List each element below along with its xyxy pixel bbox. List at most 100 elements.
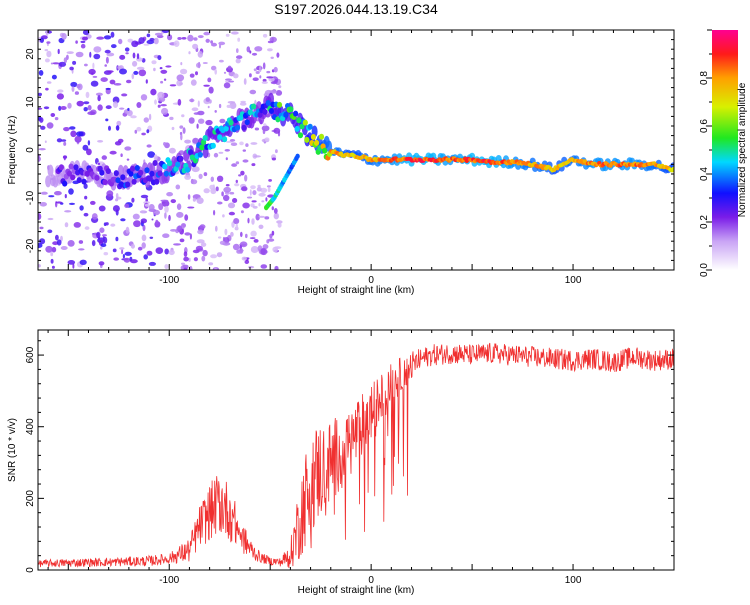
heatmap-noise-blob	[216, 252, 223, 258]
heatmap-ridge-cell	[147, 175, 153, 182]
heatmap-noise-blob	[38, 107, 43, 110]
heatmap-noise-blob	[239, 247, 244, 254]
heatmap-noise-blob	[214, 267, 217, 270]
heatmap-noise-blob	[231, 31, 239, 35]
y-tick-label: -10	[25, 190, 36, 205]
heatmap-noise-blob	[39, 238, 46, 245]
heatmap-noise-blob	[265, 197, 268, 202]
heatmap-noise-blob	[213, 209, 216, 216]
y-tick-label: 400	[25, 418, 36, 435]
heatmap-noise-blob	[226, 104, 232, 108]
heatmap-noise-blob	[252, 205, 258, 209]
heatmap-noise-blob	[124, 251, 132, 256]
heatmap-noise-blob	[153, 67, 156, 72]
heatmap-noise-blob	[87, 111, 96, 116]
heatmap-ridge-cell	[188, 149, 194, 156]
heatmap-noise-blob	[266, 185, 271, 188]
heatmap-noise-blob	[183, 251, 188, 257]
heatmap-noise-blob	[181, 37, 187, 40]
heatmap-ridge-cell	[81, 178, 87, 185]
heatmap-noise-blob	[188, 51, 191, 55]
heatmap-ridge-cell	[265, 100, 271, 106]
heatmap-noise-blob	[203, 172, 208, 177]
heatmap-noise-blob	[92, 62, 95, 69]
spectrogram-frame	[37, 29, 675, 271]
heatmap-noise-blob	[219, 59, 224, 63]
heatmap-noise-blob	[100, 246, 103, 250]
heatmap-noise-blob	[50, 252, 54, 257]
heatmap-noise-blob	[110, 223, 116, 227]
heatmap-noise-blob	[180, 133, 183, 141]
heatmap-noise-blob	[253, 239, 259, 243]
heatmap-ridge-cell	[157, 170, 163, 177]
heatmap-noise-blob	[143, 254, 148, 260]
heatmap-noise-blob	[252, 77, 259, 81]
heatmap-noise-blob	[184, 214, 189, 221]
heatmap-noise-blob	[190, 79, 197, 86]
heatmap-noise-blob	[266, 239, 270, 244]
heatmap-noise-blob	[181, 114, 185, 118]
heatmap-noise-blob	[251, 52, 258, 56]
heatmap-noise-blob	[229, 191, 235, 195]
heatmap-noise-blob	[228, 211, 235, 216]
snr-frame	[37, 329, 675, 571]
heatmap-noise-blob	[273, 208, 278, 214]
heatmap-noise-blob	[38, 148, 46, 151]
heatmap-noise-blob	[144, 203, 150, 207]
heatmap-noise-blob	[258, 192, 266, 197]
heatmap-noise-blob	[225, 33, 230, 37]
heatmap-noise-blob	[131, 40, 139, 48]
heatmap-noise-blob	[267, 187, 271, 193]
heatmap-noise-blob	[171, 126, 175, 131]
heatmap-noise-blob	[130, 259, 138, 264]
heatmap-noise-blob	[231, 163, 238, 167]
heatmap-noise-blob	[127, 38, 134, 43]
heatmap-noise-blob	[136, 53, 140, 60]
heatmap-noise-blob	[105, 56, 109, 64]
heatmap-noise-blob	[221, 191, 224, 197]
heatmap-noise-blob	[140, 210, 145, 214]
heatmap-noise-blob	[244, 260, 250, 264]
heatmap-noise-blob	[52, 241, 59, 246]
heatmap-ridge-cell	[234, 124, 241, 131]
heatmap-noise-blob	[161, 107, 169, 115]
heatmap-ridge-cell	[322, 147, 328, 154]
heatmap-noise-blob	[196, 197, 204, 205]
heatmap-noise-blob	[245, 233, 248, 239]
heatmap-noise-blob	[58, 105, 62, 111]
heatmap-noise-blob	[159, 67, 163, 70]
heatmap-noise-blob	[75, 40, 78, 44]
heatmap-noise-blob	[75, 51, 84, 58]
heatmap-noise-blob	[108, 125, 111, 131]
heatmap-noise-blob	[260, 187, 268, 193]
heatmap-noise-blob	[180, 62, 183, 66]
heatmap-noise-blob	[145, 79, 148, 84]
heatmap-noise-blob	[136, 102, 142, 108]
heatmap-noise-blob	[38, 213, 42, 220]
heatmap-noise-blob	[115, 236, 119, 242]
heatmap-noise-blob	[198, 173, 203, 179]
heatmap-noise-blob	[85, 91, 90, 99]
heatmap-noise-blob	[187, 194, 191, 200]
heatmap-ridge-cell	[283, 111, 289, 118]
heatmap-noise-blob	[176, 74, 185, 82]
heatmap-noise-blob	[229, 102, 237, 109]
heatmap-noise-blob	[121, 249, 124, 255]
heatmap-noise-blob	[155, 219, 159, 225]
heatmap-noise-blob	[271, 157, 276, 161]
heatmap-noise-blob	[273, 127, 281, 134]
heatmap-noise-blob	[247, 217, 250, 224]
heatmap-noise-blob	[44, 49, 49, 52]
heatmap-noise-blob	[91, 240, 96, 247]
heatmap-noise-blob	[211, 42, 217, 47]
heatmap-noise-blob	[44, 58, 50, 63]
heatmap-noise-blob	[104, 49, 111, 54]
heatmap-noise-blob	[150, 88, 157, 96]
heatmap-ridge-cell	[262, 108, 268, 115]
heatmap-noise-blob	[223, 194, 230, 202]
heatmap-noise-blob	[228, 80, 235, 83]
y-tick-label: -20	[25, 238, 36, 253]
heatmap-noise-blob	[177, 98, 182, 106]
heatmap-noise-blob	[202, 62, 208, 64]
